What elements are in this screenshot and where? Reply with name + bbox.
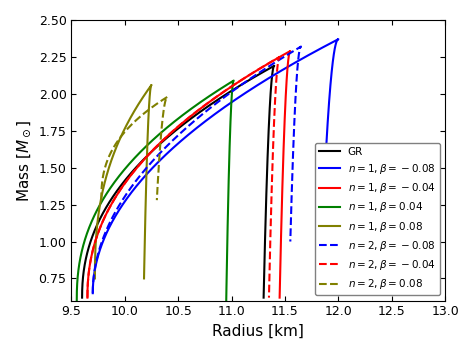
- Y-axis label: Mass $[M_\odot]$: Mass $[M_\odot]$: [15, 119, 33, 201]
- Legend: GR, $n = 1, \beta = -0.08$, $n = 1, \beta = -0.04$, $n = 1, \beta = 0.04$, $n = : GR, $n = 1, \beta = -0.08$, $n = 1, \bet…: [315, 143, 440, 295]
- X-axis label: Radius [km]: Radius [km]: [212, 324, 304, 339]
